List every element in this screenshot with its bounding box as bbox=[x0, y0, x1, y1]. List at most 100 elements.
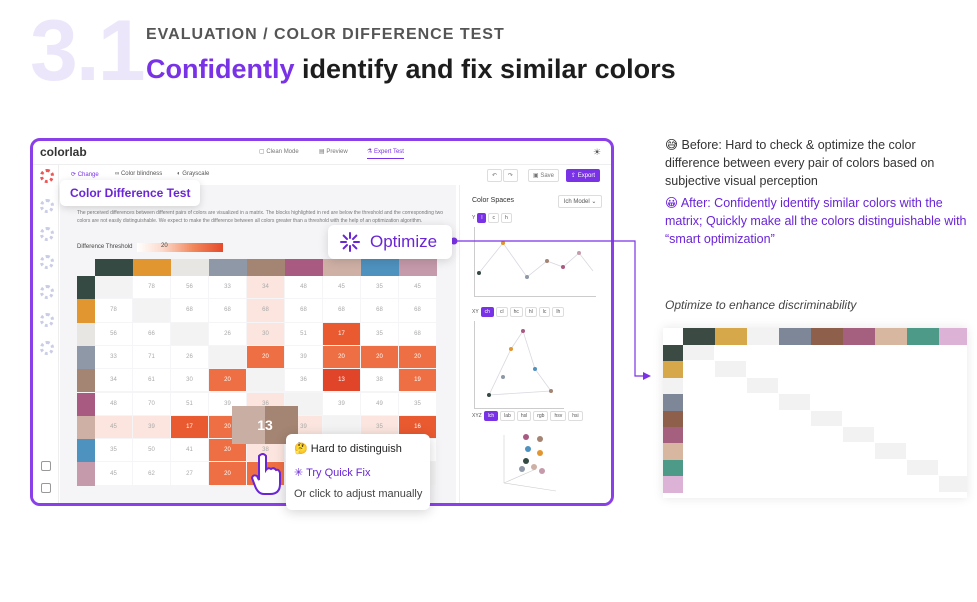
matrix-cell[interactable]: 35 bbox=[95, 439, 132, 462]
matrix-cell[interactable]: 62 bbox=[133, 462, 170, 485]
matrix-cell[interactable]: 27 bbox=[171, 462, 208, 485]
matrix-cell[interactable]: 45 bbox=[323, 276, 360, 299]
matrix-cell[interactable]: 45 bbox=[399, 276, 436, 299]
matrix-cell[interactable]: 61 bbox=[133, 369, 170, 392]
change-button[interactable]: ⟳ Change bbox=[71, 172, 99, 178]
matrix-cell[interactable]: 68 bbox=[171, 299, 208, 322]
column-color-swatch[interactable] bbox=[209, 259, 247, 276]
matrix-cell[interactable]: 17 bbox=[323, 322, 360, 345]
matrix-cell[interactable]: 30 bbox=[171, 369, 208, 392]
axis-tab[interactable]: rgb bbox=[533, 411, 549, 421]
matrix-cell[interactable]: 20 bbox=[399, 345, 436, 369]
column-color-swatch[interactable] bbox=[399, 259, 437, 276]
matrix-cell[interactable]: 36 bbox=[285, 369, 322, 392]
matrix-cell[interactable]: 45 bbox=[95, 415, 132, 439]
matrix-cell[interactable]: 17 bbox=[171, 415, 208, 439]
matrix-cell[interactable] bbox=[247, 369, 284, 392]
column-color-swatch[interactable] bbox=[247, 259, 285, 276]
row-color-swatch[interactable] bbox=[77, 415, 95, 440]
row-color-swatch[interactable] bbox=[77, 299, 95, 323]
matrix-cell[interactable]: 49 bbox=[361, 392, 398, 415]
theme-toggle-icon[interactable]: ☀ bbox=[592, 147, 601, 157]
matrix-cell[interactable]: 41 bbox=[171, 439, 208, 462]
row-color-swatch[interactable] bbox=[77, 392, 95, 416]
matrix-cell[interactable]: 38 bbox=[361, 369, 398, 392]
palette-wheel-icon[interactable] bbox=[40, 199, 54, 213]
matrix-cell[interactable]: 68 bbox=[323, 299, 360, 322]
matrix-cell[interactable]: 71 bbox=[133, 345, 170, 369]
color-blindness-button[interactable]: ∞ Color blindness bbox=[115, 171, 163, 177]
matrix-cell[interactable]: 39 bbox=[285, 345, 322, 369]
matrix-cell[interactable]: 20 bbox=[323, 345, 360, 369]
axis-tab[interactable]: lab bbox=[500, 411, 515, 421]
matrix-cell[interactable] bbox=[95, 276, 132, 299]
save-button[interactable]: ▣ Save bbox=[528, 169, 560, 182]
matrix-cell[interactable]: 35 bbox=[361, 322, 398, 345]
matrix-cell[interactable]: 48 bbox=[285, 276, 322, 299]
matrix-cell[interactable]: 20 bbox=[247, 345, 284, 369]
matrix-cell[interactable] bbox=[171, 322, 208, 345]
export-button[interactable]: ⇪ Export bbox=[566, 169, 601, 182]
matrix-cell[interactable]: 48 bbox=[95, 392, 132, 415]
palette-wheel-icon[interactable] bbox=[40, 285, 54, 299]
matrix-cell[interactable]: 34 bbox=[247, 276, 284, 299]
undo-button[interactable]: ↶ bbox=[487, 169, 503, 182]
matrix-cell[interactable]: 34 bbox=[95, 369, 132, 392]
row-color-swatch[interactable] bbox=[77, 439, 95, 463]
palette-wheel-icon[interactable] bbox=[40, 313, 54, 327]
matrix-cell[interactable]: 30 bbox=[247, 322, 284, 345]
matrix-cell[interactable]: 56 bbox=[171, 276, 208, 299]
tab-preview[interactable]: ▤ Preview bbox=[319, 149, 348, 155]
palette-wheel-icon[interactable] bbox=[40, 169, 54, 183]
matrix-cell[interactable]: 20 bbox=[209, 369, 246, 392]
axis-tab[interactable]: hsi bbox=[568, 411, 583, 421]
axis-tab[interactable]: hsl bbox=[516, 411, 532, 421]
matrix-cell[interactable]: 38 bbox=[247, 439, 284, 462]
matrix-cell[interactable]: 13 bbox=[323, 369, 360, 392]
image-icon[interactable] bbox=[41, 461, 51, 471]
matrix-cell[interactable]: 78 bbox=[133, 276, 170, 299]
model-select[interactable]: lch Model ⌄ bbox=[558, 195, 603, 208]
palette-wheel-icon[interactable] bbox=[40, 255, 54, 269]
matrix-cell[interactable]: 68 bbox=[209, 299, 246, 322]
matrix-cell[interactable]: 51 bbox=[285, 322, 322, 345]
matrix-cell[interactable]: 26 bbox=[171, 345, 208, 369]
matrix-cell[interactable]: 68 bbox=[247, 299, 284, 322]
axis-tab[interactable]: hc bbox=[509, 307, 523, 317]
column-color-swatch[interactable] bbox=[323, 259, 361, 276]
matrix-cell[interactable] bbox=[209, 345, 246, 369]
matrix-cell[interactable]: 35 bbox=[361, 276, 398, 299]
redo-button[interactable]: ↷ bbox=[503, 169, 519, 182]
matrix-cell[interactable]: 35 bbox=[361, 415, 398, 439]
row-color-swatch[interactable] bbox=[77, 462, 95, 486]
threshold-slider[interactable] bbox=[137, 243, 223, 252]
row-color-swatch[interactable] bbox=[77, 345, 95, 370]
column-color-swatch[interactable] bbox=[133, 259, 171, 276]
matrix-cell[interactable]: 20 bbox=[209, 462, 246, 485]
matrix-cell[interactable]: 68 bbox=[399, 322, 436, 345]
matrix-cell[interactable]: 50 bbox=[133, 439, 170, 462]
row-color-swatch[interactable] bbox=[77, 369, 95, 393]
column-color-swatch[interactable] bbox=[95, 259, 133, 276]
matrix-cell[interactable]: 56 bbox=[95, 322, 132, 345]
palette-wheel-icon[interactable] bbox=[40, 341, 54, 355]
matrix-cell[interactable]: 19 bbox=[399, 369, 436, 392]
axis-tab[interactable]: c bbox=[488, 213, 499, 223]
axis-tab[interactable]: lch bbox=[483, 411, 499, 421]
matrix-cell[interactable] bbox=[323, 415, 360, 439]
column-color-swatch[interactable] bbox=[171, 259, 209, 276]
matrix-cell[interactable]: 16 bbox=[399, 415, 436, 439]
matrix-cell[interactable]: 51 bbox=[171, 392, 208, 415]
matrix-cell[interactable]: 20 bbox=[209, 439, 246, 462]
matrix-cell[interactable]: 26 bbox=[209, 322, 246, 345]
row-color-swatch[interactable] bbox=[77, 322, 95, 346]
axis-tab[interactable]: hl bbox=[524, 307, 537, 317]
axis-tab[interactable]: lh bbox=[552, 307, 565, 317]
axis-tab[interactable]: h bbox=[500, 213, 512, 223]
matrix-cell[interactable]: 68 bbox=[361, 299, 398, 322]
axis-tab[interactable]: cl bbox=[495, 307, 508, 317]
axis-tab[interactable]: ch bbox=[480, 307, 494, 317]
matrix-cell[interactable]: 68 bbox=[399, 299, 436, 322]
matrix-cell[interactable]: 68 bbox=[285, 299, 322, 322]
matrix-cell[interactable] bbox=[133, 299, 170, 322]
